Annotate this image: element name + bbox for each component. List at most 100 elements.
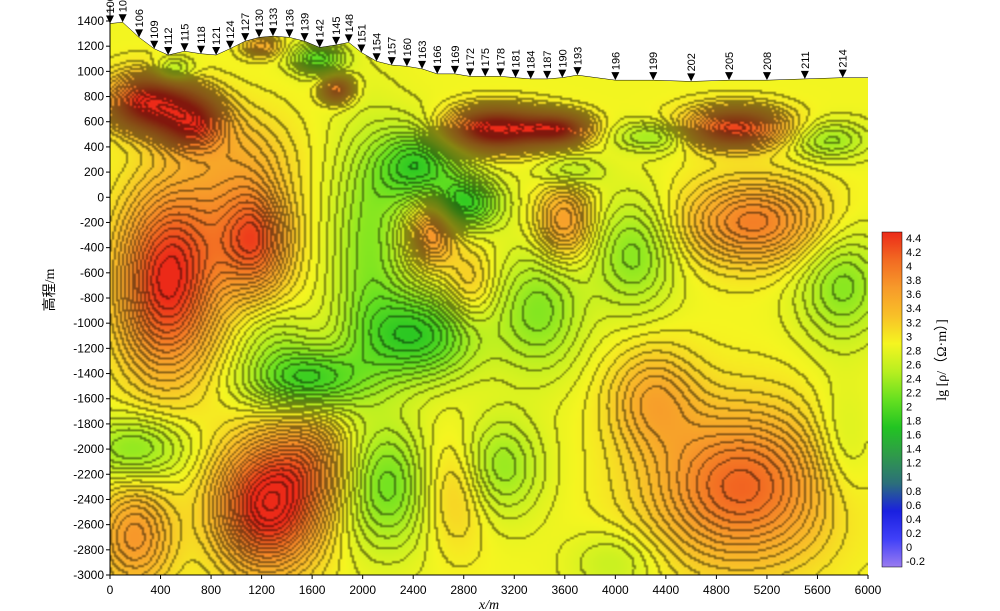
x-tick-label: 5200 [754,583,781,597]
y-tick-label: 1000 [77,64,104,78]
station-label: 124 [225,20,237,38]
x-tick-label: 0 [107,583,114,597]
station-label: 178 [495,48,507,66]
colorbar-tick-label: 0.2 [906,528,921,540]
y-tick-label: -1600 [73,392,104,406]
y-tick-label: -2400 [73,492,104,506]
x-tick-label: 4400 [653,583,680,597]
station-label: 133 [268,8,280,26]
station-label: 211 [800,51,812,69]
colorbar-tick-label: 3 [906,331,912,343]
resistivity-field [110,22,868,575]
y-tick-label: -400 [80,241,104,255]
station-label: 193 [572,47,584,65]
x-tick-label: 1200 [248,583,275,597]
colorbar-tick-label: 2 [906,402,912,414]
station-label: 112 [163,27,175,45]
colorbar-tick-label: 3.4 [906,303,921,315]
colorbar-tick-label: 2.2 [906,387,921,399]
station-label: 187 [542,51,554,69]
colorbar-tick-label: 3.2 [906,317,921,329]
station-label: 127 [240,13,252,31]
station-label: 148 [344,14,356,32]
colorbar-tick-label: 1.8 [906,416,921,428]
station-marker [433,65,442,74]
x-tick-label: 1600 [299,583,326,597]
colorbar-ticks: 4.4 4.2 4 3.8 3.6 3.4 3.2 3 2.8 2.6 2.4 2.2 2 1.8 1.6 1… [906,233,925,568]
colorbar-tick-label: 0.8 [906,486,921,498]
station-label: 190 [557,49,569,67]
station-marker [543,70,552,79]
station-marker [357,44,366,53]
station-label: 175 [480,48,492,66]
station-label: 109 [149,20,161,38]
y-tick-label: -2800 [73,543,104,557]
station-label: 118 [196,26,208,44]
colorbar-tick-label: 3.8 [906,275,921,287]
station-marker [762,72,771,81]
colorbar-tick-label: 2.6 [906,359,921,371]
station-label: 154 [372,33,384,51]
station-marker [418,60,427,69]
x-axis: 0 400 800 1200 1600 2000 2400 2800 3200 3600 4000 4… [107,574,882,597]
y-axis: 1400 1200 1000 800 600 400 200 0 -200 -400 -600 -80… [73,5,111,582]
x-tick-label: 6000 [855,583,882,597]
colorbar-tick-label: -0.2 [906,556,925,568]
station-marker [255,29,264,38]
x-tick-label: 2800 [450,583,477,597]
y-tick-label: 1400 [77,14,104,28]
station-marker [332,36,341,45]
colorbar-tick-label: 0.4 [906,514,921,526]
station-label: 130 [254,9,266,27]
x-tick-label: 2000 [349,583,376,597]
station-marker [687,73,696,82]
station-label: 202 [686,53,698,71]
station-marker [800,70,809,79]
y-tick-label: 400 [84,140,104,154]
y-axis-title: 高程/m [41,269,58,312]
station-label: 199 [648,52,660,70]
colorbar-tick-label: 4 [906,261,912,273]
terrain-profile-line [109,21,868,82]
y-tick-label: -800 [80,291,104,305]
station-marker [135,29,144,38]
x-tick-label: 4000 [602,583,629,597]
y-tick-label: -1200 [73,341,104,355]
station-marker [558,69,567,78]
colorbar-tick-label: 0 [906,542,912,554]
station-label: 121 [211,27,223,45]
colorbar-scale [881,231,903,568]
station-marker [300,33,309,42]
station-marker [164,46,173,55]
station-marker [212,46,221,55]
station-marker [481,68,490,77]
station-marker [285,29,294,38]
y-tick-label: -2200 [73,467,104,481]
x-tick-label: 2400 [400,583,427,597]
y-tick-label: -1400 [73,367,104,381]
station-marker [315,39,324,48]
station-label: 145 [331,17,343,35]
x-tick-label: 4800 [703,583,730,597]
station-marker [573,67,582,76]
station-marker [450,65,459,74]
station-marker [226,40,235,49]
station-marker [387,57,396,66]
colorbar-tick-label: 1.4 [906,444,921,456]
y-tick-label: 1200 [77,39,104,53]
colorbar-tick-label: 2.8 [906,345,921,357]
station-label: 115 [180,24,192,42]
station-label: 205 [724,52,736,70]
y-tick-label: -200 [80,215,104,229]
x-tick-label: 3200 [501,583,528,597]
station-label: 160 [402,38,414,56]
x-tick-label: 400 [151,583,171,597]
station-label: 106 [134,9,146,27]
station-marker [196,45,205,54]
station-label: 172 [465,48,477,66]
y-tick-label: -1800 [73,417,104,431]
colorbar-tick-label: 4.4 [906,233,921,245]
station-label: 142 [315,19,327,37]
